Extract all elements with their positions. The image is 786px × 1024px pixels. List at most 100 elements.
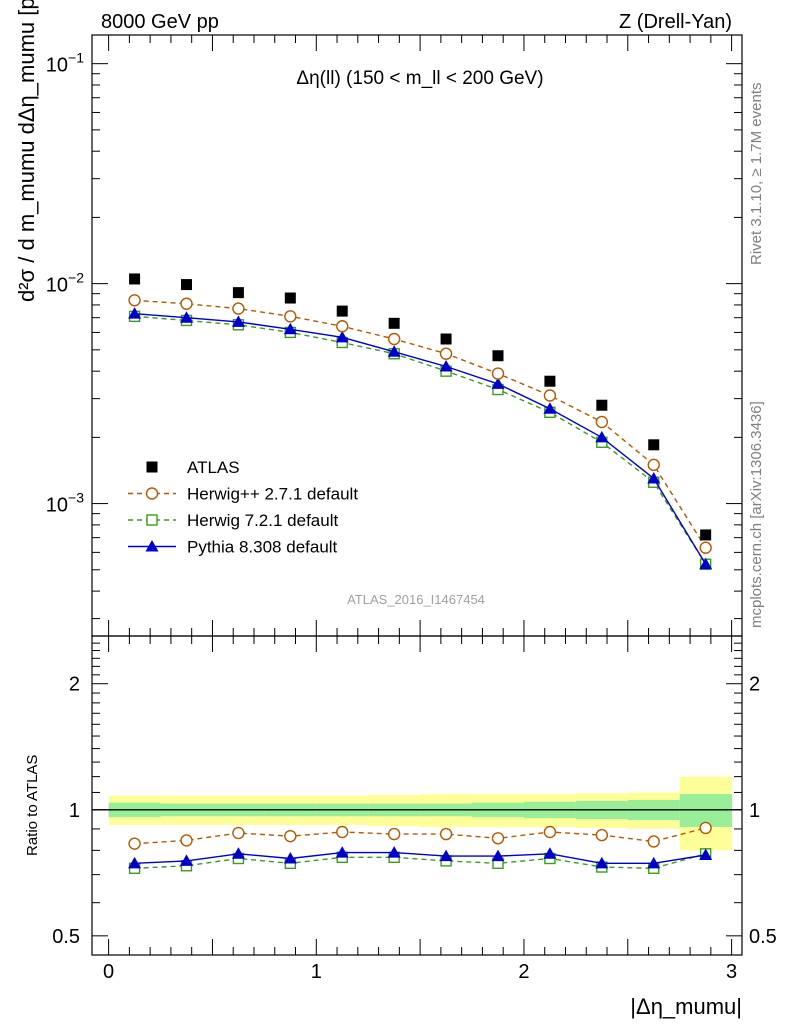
ratio-y-tick-label-right: 1 (749, 800, 760, 822)
header-right: Z (Drell-Yan) (619, 11, 732, 33)
ratio-point-pythia-8-308-default (335, 846, 349, 858)
line-pythia-8-308-default (134, 313, 707, 565)
series-atlas (129, 273, 712, 541)
ratio-line-herwig-7-2-1-default (134, 853, 706, 870)
ratio-point-pythia-8-308-default (699, 848, 713, 860)
ratio-point-herwig-2-7-1-default (180, 834, 193, 847)
ratio-point-herwig-2-7-1-default (336, 825, 349, 839)
legend-entry-atlas: ATLAS (146, 458, 240, 477)
point-pythia-8-308-default (335, 330, 349, 343)
ratio-point-herwig-2-7-1-default (387, 827, 401, 841)
y-tick-label: 10−2 (46, 270, 84, 297)
legend-label: Herwig++ 2.7.1 default (187, 485, 358, 504)
ratio-frame (91, 635, 743, 956)
x-tick-label: 2 (518, 961, 529, 983)
point-pythia-8-308-default (699, 557, 713, 570)
header-left: 8000 GeV pp (101, 11, 219, 33)
point-atlas (648, 439, 660, 451)
ratio-panel: 0.5 0.5 1 1 2 2 0 1 2 3 (52, 635, 777, 983)
ratio-point-herwig-2-7-1-default (491, 832, 505, 845)
point-atlas (440, 333, 452, 345)
ratio-line-pythia-8-308-default (134, 851, 706, 864)
plot-title: Δη(ll) (150 < m_ll < 200 GeV) (296, 68, 543, 89)
point-herwig-2-7-1-default (128, 294, 141, 307)
ratio-line-herwig-2-7-1-default (134, 827, 706, 845)
ratio-point-herwig-2-7-1-default (647, 835, 660, 848)
ratio-point-pythia-8-308-default (595, 856, 609, 869)
band-inner (679, 794, 733, 827)
x-axis-label: |Δη_mumu| (630, 994, 742, 1019)
point-pythia-8-308-default (128, 307, 142, 319)
legend-marker (145, 540, 159, 552)
point-pythia-8-308-default (387, 345, 401, 357)
ratio-series-herwig-7-2-1-default (128, 848, 712, 874)
legend-label: Pythia 8.308 default (187, 538, 338, 557)
x-tick-label: 0 (103, 961, 114, 983)
rivet-label: Rivet 3.1.10, ≥ 1.7M events (748, 83, 765, 266)
point-herwig-2-7-1-default (180, 297, 193, 310)
series-herwig-2-7-1-default (128, 294, 712, 554)
point-pythia-8-308-default (283, 322, 297, 335)
ratio-point-pythia-8-308-default (543, 847, 557, 859)
legend-marker (146, 514, 158, 526)
line-herwig-7-2-1-default (134, 315, 707, 565)
legend-entry-pythia-8-308-default: Pythia 8.308 default (128, 538, 338, 557)
point-atlas (388, 317, 400, 329)
y-tick-label: 10−3 (46, 490, 84, 517)
ratio-point-herwig-2-7-1-default (232, 826, 245, 840)
legend-marker (146, 461, 158, 473)
point-herwig-2-7-1-default (699, 541, 712, 554)
ratio-point-pythia-8-308-default (283, 851, 297, 864)
ratio-axis-label: Ratio to ATLAS (24, 755, 41, 856)
ratio-point-herwig-2-7-1-default (543, 825, 557, 839)
legend-entry-herwig-2-7-1-default: Herwig++ 2.7.1 default (128, 485, 358, 504)
ratio-y-tick-label: 0.5 (52, 926, 80, 948)
watermark: ATLAS_2016_I1467454 (347, 592, 485, 607)
series-pythia-8-308-default (128, 307, 713, 570)
point-atlas (700, 529, 712, 541)
ratio-y-tick-label: 2 (69, 674, 80, 696)
legend-label: Herwig 7.2.1 default (187, 511, 338, 530)
ratio-y-tick-label: 1 (69, 800, 80, 822)
legend: ATLAS Herwig++ 2.7.1 default Herwig 7.2.1 … (128, 458, 358, 557)
point-pythia-8-308-default (491, 377, 505, 389)
point-atlas (284, 292, 296, 304)
point-pythia-8-308-default (231, 315, 245, 327)
point-pythia-8-308-default (647, 472, 661, 484)
x-tick-label: 3 (726, 961, 737, 983)
point-atlas (336, 305, 348, 317)
y-axis-label-text: d²σ / d m_mumu dΔη_mumu [pb/GeV] (14, 0, 39, 302)
point-pythia-8-308-default (595, 430, 609, 443)
ratio-point-herwig-2-7-1-default (699, 821, 712, 835)
point-atlas (129, 273, 141, 285)
point-atlas (596, 399, 608, 411)
y-axis-label: d²σ / d m_mumu dΔη_mumu [pb/GeV] (14, 0, 39, 302)
point-atlas (492, 350, 504, 362)
mcplots-label: mcplots.cern.ch [arXiv:1306.3436] (748, 401, 765, 628)
ratio-point-pythia-8-308-default (179, 854, 193, 866)
ratio-point-pythia-8-308-default (439, 849, 453, 862)
y-tick-label: 10−1 (46, 50, 84, 77)
point-herwig-2-7-1-default (439, 347, 453, 360)
point-pythia-8-308-default (179, 311, 193, 323)
ratio-point-pythia-8-308-default (387, 846, 401, 858)
x-tick-label: 1 (311, 961, 322, 983)
ratio-point-pythia-8-308-default (647, 856, 661, 869)
ratio-point-pythia-8-308-default (231, 847, 245, 859)
ratio-point-herwig-2-7-1-default (439, 827, 453, 841)
ratio-series-pythia-8-308-default (128, 846, 713, 869)
line-herwig-2-7-1-default (134, 299, 707, 549)
point-herwig-2-7-1-default (595, 415, 609, 429)
legend-label: ATLAS (187, 458, 240, 477)
ratio-point-pythia-8-308-default (491, 849, 505, 862)
ratio-point-herwig-2-7-1-default (284, 829, 297, 843)
point-atlas (180, 279, 192, 291)
point-herwig-2-7-1-default (387, 332, 401, 346)
main-panel: Δη(ll) (150 < m_ll < 200 GeV) ATLAS_2016… (46, 34, 743, 637)
ratio-series-herwig-2-7-1-default (128, 821, 712, 850)
point-herwig-2-7-1-default (284, 310, 297, 323)
ratio-point-herwig-2-7-1-default (128, 837, 141, 850)
point-atlas (544, 375, 556, 387)
legend-marker (145, 487, 159, 500)
